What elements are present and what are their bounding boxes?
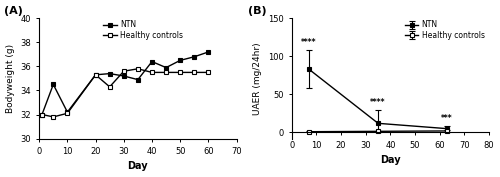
NTN [163, 67, 169, 69]
Healthy controls [177, 71, 183, 73]
Text: (B): (B) [248, 6, 267, 16]
Healthy controls [135, 68, 141, 70]
Line: NTN: NTN [40, 50, 211, 117]
X-axis label: Day: Day [380, 155, 401, 165]
X-axis label: Day: Day [128, 161, 148, 172]
Healthy controls [192, 71, 198, 73]
Y-axis label: Bodyweight (g): Bodyweight (g) [6, 44, 15, 113]
Healthy controls [206, 71, 212, 73]
Legend: NTN, Healthy controls: NTN, Healthy controls [102, 20, 184, 41]
NTN [39, 113, 45, 116]
NTN [206, 51, 212, 53]
Text: ***: *** [442, 114, 453, 122]
NTN [177, 59, 183, 61]
Healthy controls [106, 86, 112, 88]
NTN [135, 79, 141, 81]
Text: ****: **** [370, 98, 386, 107]
Healthy controls [149, 71, 155, 73]
Healthy controls [50, 116, 56, 118]
Y-axis label: UAER (mg/24hr): UAER (mg/24hr) [253, 42, 262, 115]
NTN [106, 73, 112, 75]
Legend: NTN, Healthy controls: NTN, Healthy controls [404, 20, 485, 41]
Healthy controls [92, 74, 98, 76]
NTN [149, 61, 155, 63]
NTN [121, 75, 127, 77]
Line: Healthy controls: Healthy controls [40, 66, 211, 119]
NTN [92, 74, 98, 76]
NTN [50, 83, 56, 85]
Healthy controls [39, 113, 45, 116]
NTN [64, 111, 70, 113]
Text: ****: **** [302, 38, 317, 47]
Healthy controls [163, 71, 169, 73]
Healthy controls [64, 112, 70, 114]
Text: (A): (A) [4, 6, 22, 16]
NTN [192, 56, 198, 58]
Healthy controls [121, 70, 127, 72]
